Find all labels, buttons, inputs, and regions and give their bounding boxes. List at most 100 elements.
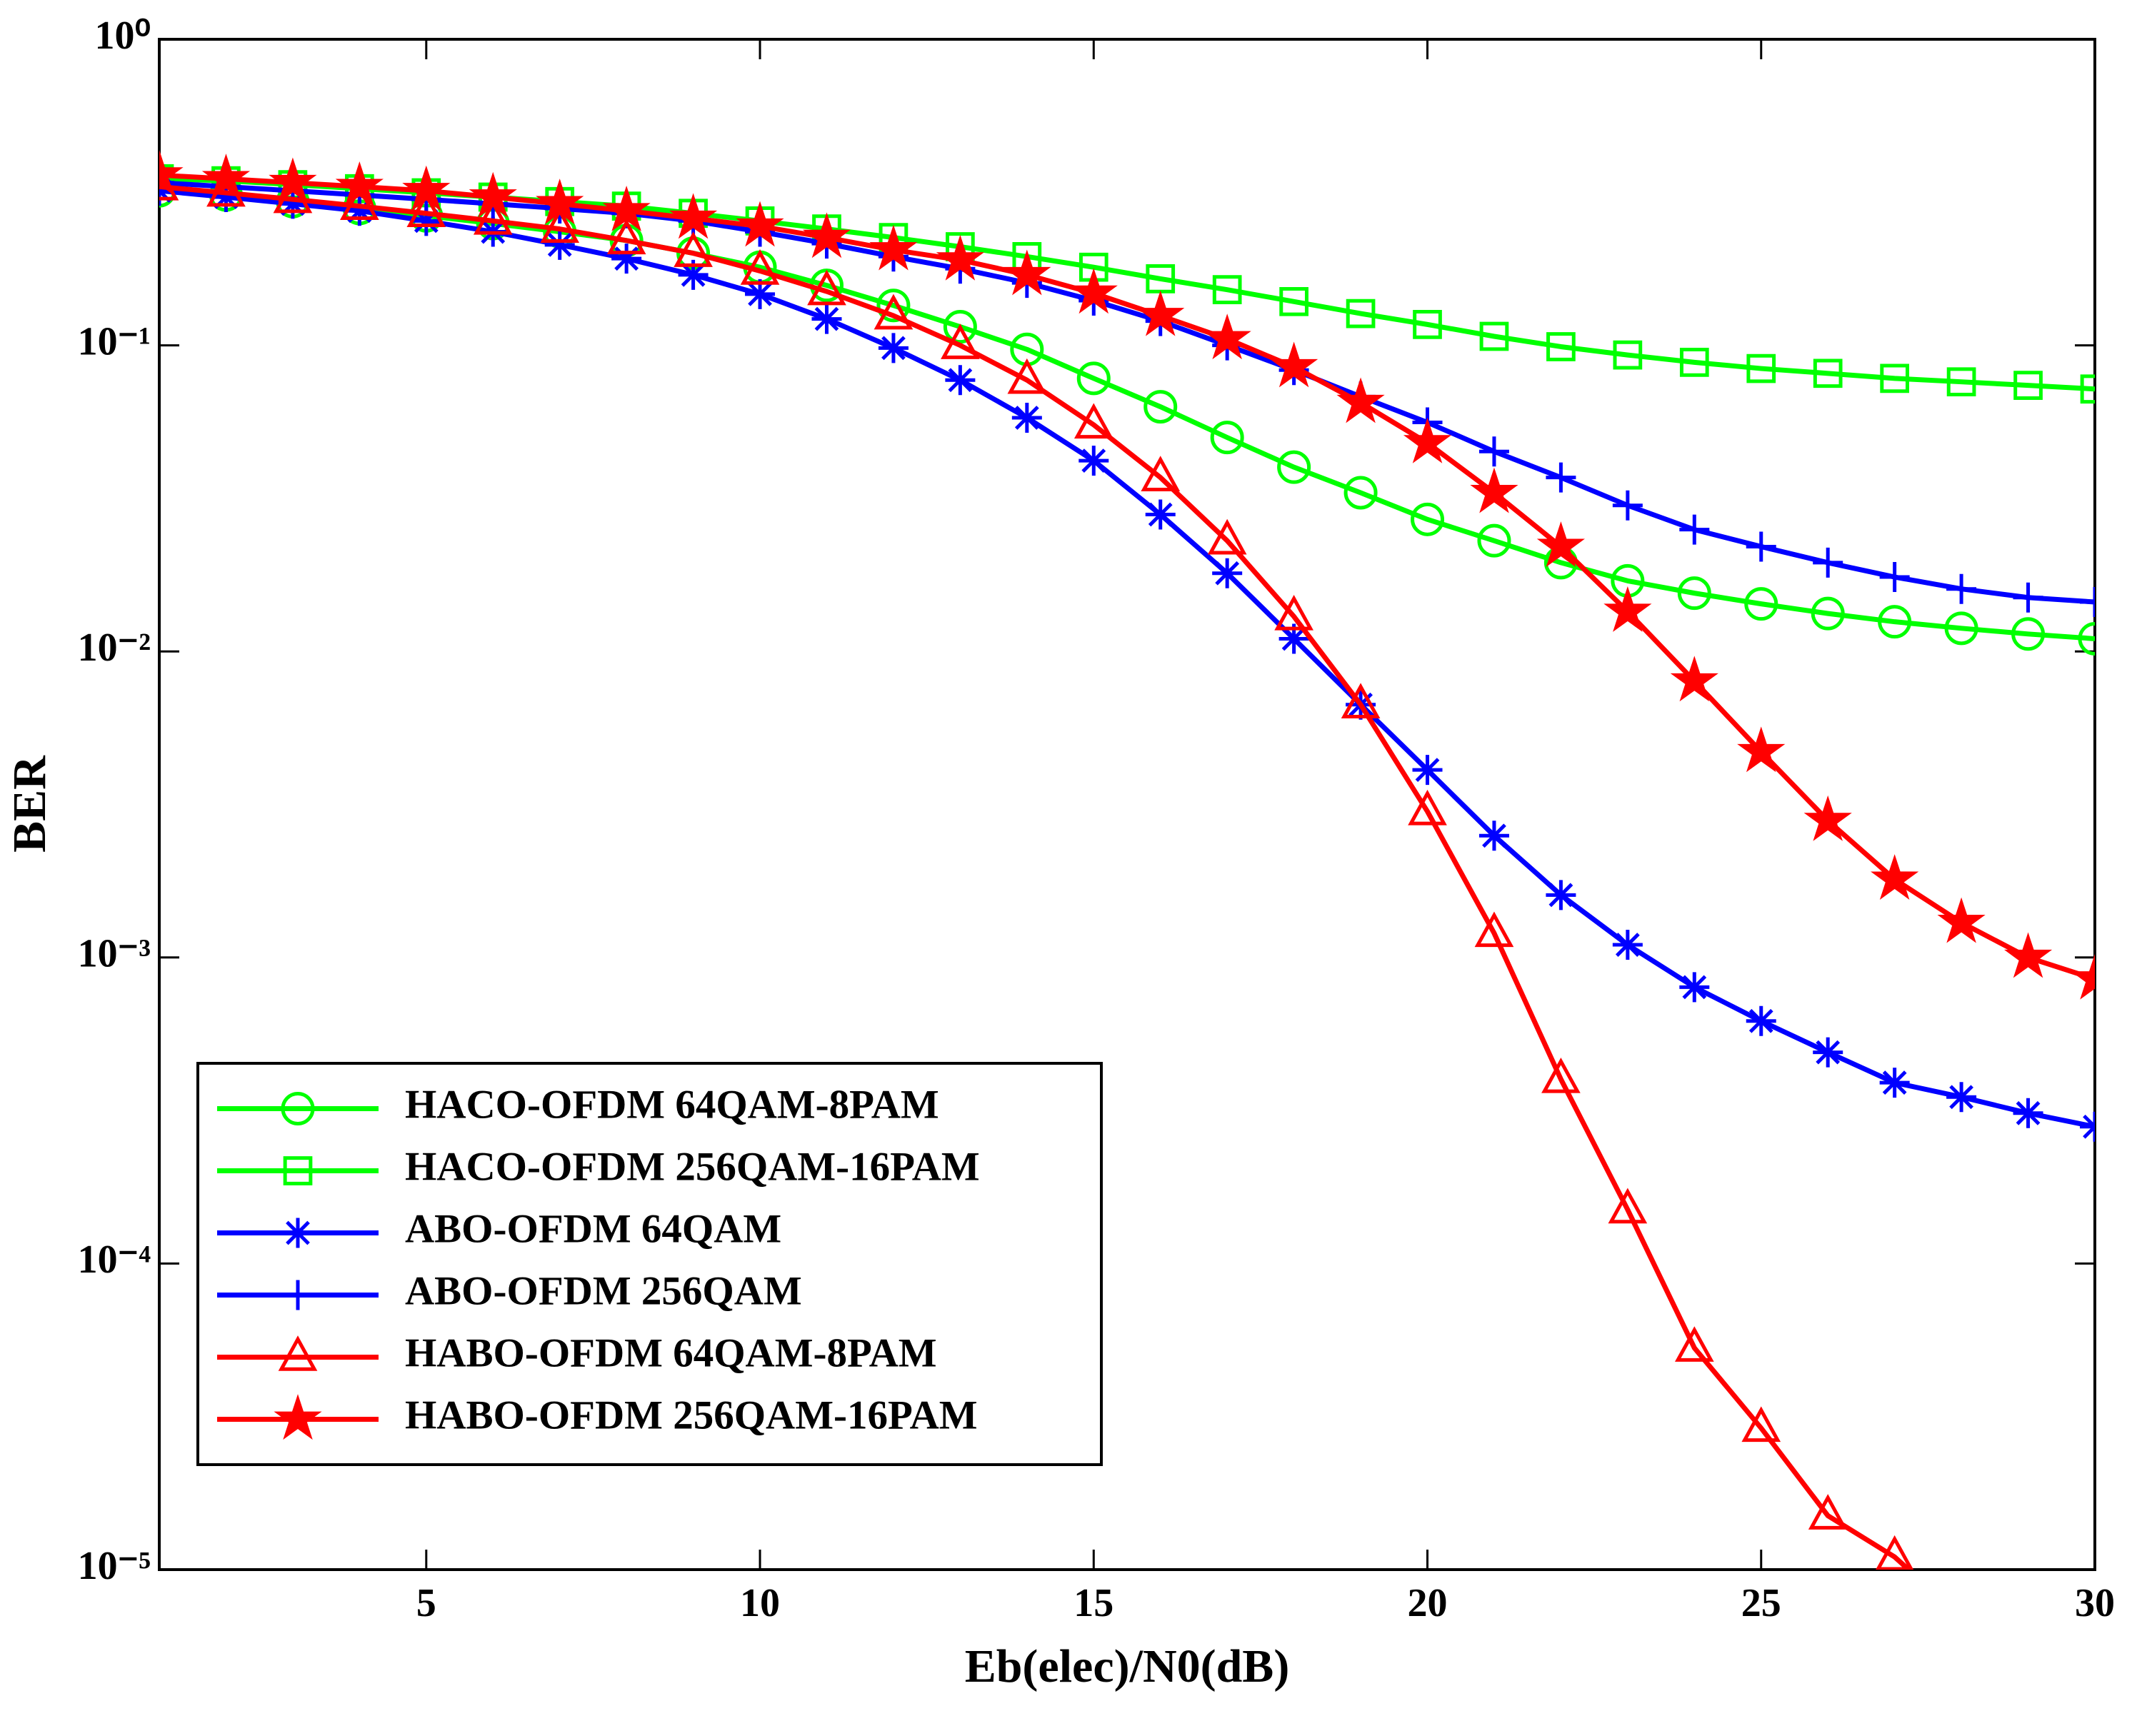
data-point xyxy=(2071,953,2095,1000)
data-point xyxy=(473,199,513,235)
data-point xyxy=(945,365,976,396)
data-point xyxy=(1813,1037,1843,1068)
data-point xyxy=(1677,576,1711,611)
legend-box xyxy=(196,1062,1103,1466)
series-line xyxy=(159,184,1913,1570)
data-point xyxy=(2080,587,2095,618)
data-point xyxy=(2011,617,2046,651)
data-point xyxy=(1937,897,1986,943)
data-point xyxy=(2013,1098,2043,1128)
data-point xyxy=(269,157,317,204)
data-point xyxy=(1803,795,1852,841)
data-point xyxy=(2080,374,2095,404)
data-point xyxy=(743,250,777,284)
legend-label: HABO-OFDM 256QAM-16PAM xyxy=(405,1393,978,1438)
data-point xyxy=(1746,353,1776,383)
data-point xyxy=(1011,402,1042,433)
data-point xyxy=(802,212,851,259)
data-point xyxy=(1811,596,1845,631)
data-point xyxy=(745,279,776,309)
legend-label: HACO-OFDM 64QAM-8PAM xyxy=(405,1083,939,1128)
data-point xyxy=(1536,521,1586,568)
data-point xyxy=(1612,930,1643,960)
data-point xyxy=(1746,531,1776,562)
y-tick-label: 10⁻⁵ xyxy=(78,1544,151,1588)
legend-marker xyxy=(274,1394,322,1440)
data-point xyxy=(2078,621,2095,656)
data-point xyxy=(606,219,646,255)
data-point xyxy=(740,249,780,285)
legend-marker xyxy=(281,1092,315,1125)
legend-marker xyxy=(283,1280,313,1310)
data-point xyxy=(1413,310,1442,339)
data-point xyxy=(1474,911,1514,948)
series-line xyxy=(159,188,2095,1130)
data-point xyxy=(411,206,441,236)
data-point xyxy=(1741,1406,1781,1443)
data-point xyxy=(1808,1494,1848,1530)
data-point xyxy=(736,201,784,247)
data-point xyxy=(1146,264,1176,293)
x-axis-label: Eb(elec)/N0(dB) xyxy=(965,1640,1290,1692)
data-point xyxy=(344,196,375,226)
data-point xyxy=(1270,341,1318,388)
data-point xyxy=(1679,514,1710,545)
data-point xyxy=(540,207,580,243)
x-tick-label: 25 xyxy=(1741,1581,1781,1625)
data-point xyxy=(1541,1057,1581,1093)
data-point xyxy=(340,184,379,220)
data-point xyxy=(1278,623,1309,654)
data-point xyxy=(1946,1082,1977,1113)
data-point xyxy=(1813,358,1843,388)
data-point xyxy=(869,224,918,271)
data-point xyxy=(1477,523,1511,558)
data-point xyxy=(1612,490,1643,521)
data-point xyxy=(876,289,911,323)
data-point xyxy=(1603,586,1652,632)
data-point xyxy=(1341,683,1381,719)
data-point xyxy=(335,161,384,207)
data-point xyxy=(2013,582,2043,613)
data-point xyxy=(1076,361,1111,396)
data-point xyxy=(1546,880,1576,910)
data-point xyxy=(1143,390,1178,424)
data-point xyxy=(402,165,451,211)
data-point xyxy=(1212,558,1243,588)
data-point xyxy=(1813,547,1843,578)
data-point xyxy=(469,171,517,218)
data-point xyxy=(1674,1326,1714,1362)
legend-label: ABO-OFDM 256QAM xyxy=(405,1269,802,1314)
data-point xyxy=(678,259,709,290)
data-point xyxy=(1007,358,1047,394)
data-point xyxy=(1403,417,1452,463)
data-point xyxy=(1343,476,1378,510)
plot-frame xyxy=(158,38,2096,1571)
data-point xyxy=(674,231,713,267)
data-point xyxy=(1412,755,1443,786)
legend-label: ABO-OFDM 64QAM xyxy=(405,1207,781,1252)
data-point xyxy=(874,293,914,330)
y-tick-label: 10⁰ xyxy=(95,14,151,58)
data-point xyxy=(1470,467,1518,513)
data-point xyxy=(611,244,642,274)
data-point xyxy=(1478,821,1509,851)
data-point xyxy=(1274,594,1313,631)
legend-marker xyxy=(283,1156,313,1185)
data-point xyxy=(1880,363,1910,393)
y-tick-label: 10⁻¹ xyxy=(78,319,151,363)
x-tick-label: 20 xyxy=(1408,1581,1448,1625)
y-tick-label: 10⁻⁴ xyxy=(78,1238,151,1282)
data-point xyxy=(1073,403,1113,439)
data-point xyxy=(669,193,718,239)
data-point xyxy=(2003,932,2053,978)
data-point xyxy=(1946,573,1977,604)
legend-label: HABO-OFDM 64QAM-8PAM xyxy=(405,1331,937,1376)
data-point xyxy=(1608,1188,1648,1224)
data-point xyxy=(1746,1005,1776,1036)
data-point xyxy=(1679,972,1710,1003)
data-point xyxy=(1876,1535,1914,1570)
data-point xyxy=(536,179,584,224)
data-point xyxy=(1141,456,1181,491)
data-point xyxy=(1207,518,1247,555)
